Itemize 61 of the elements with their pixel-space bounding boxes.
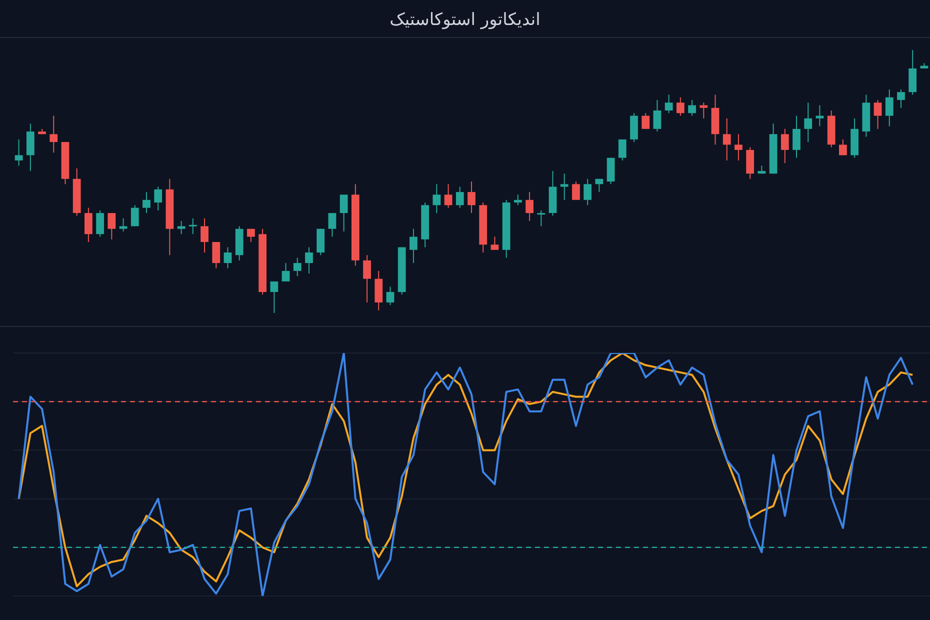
candlestick: [26, 123, 34, 172]
candlestick: [676, 96, 684, 116]
candlestick: [14, 138, 23, 166]
candlestick: [734, 134, 742, 161]
candlestick: [456, 186, 464, 208]
candlestick: [200, 218, 208, 254]
candlestick: [653, 99, 662, 132]
candlestick: [746, 146, 754, 180]
candlestick: [188, 218, 197, 235]
candlestick: [874, 99, 882, 130]
candlestick: [108, 212, 116, 240]
candlestick: [606, 157, 615, 185]
candlestick: [142, 192, 150, 214]
candlestick: [282, 262, 290, 282]
candlestick: [804, 102, 812, 143]
candlestick: [96, 210, 104, 238]
candlestick: [897, 88, 905, 108]
candlestick: [247, 228, 255, 242]
candlestick: [816, 104, 824, 127]
candlestick: [595, 178, 604, 193]
candlestick: [50, 115, 58, 154]
candlestick: [780, 128, 789, 164]
candlestick: [224, 246, 232, 269]
candlestick: [526, 192, 534, 222]
candlestick: [374, 270, 383, 311]
candlestick: [560, 173, 568, 200]
candlestick: [363, 254, 371, 303]
candlestick: [885, 88, 894, 127]
candlestick: [177, 220, 186, 235]
candlestick: [154, 186, 162, 211]
candlestick: [490, 236, 499, 250]
candlestick: [386, 286, 394, 306]
candlestick: [537, 210, 546, 227]
candlestick: [664, 94, 673, 114]
candlestick: [305, 246, 313, 274]
candlestick: [410, 228, 418, 264]
candlestick: [328, 212, 336, 238]
candlestick: [618, 138, 626, 161]
candlestick: [642, 112, 650, 130]
candlestick: [700, 102, 708, 119]
candlestick: [130, 204, 139, 227]
candlestick: [444, 184, 452, 208]
candlestick: [908, 50, 917, 96]
candlestick: [722, 118, 731, 161]
candlestick: [119, 218, 128, 232]
candlestick: [212, 241, 220, 269]
chart-title: اندیکاتور استوکاستیک: [388, 9, 542, 32]
candlestick: [84, 207, 92, 242]
candlestick: [316, 228, 325, 256]
candlestick: [584, 178, 592, 206]
candlestick: [432, 184, 441, 214]
candlestick: [630, 112, 638, 143]
candlestick: [468, 181, 476, 214]
candlestick: [293, 257, 302, 277]
candlestick: [838, 138, 847, 156]
candlestick: [792, 115, 800, 158]
candlestick: [572, 181, 580, 200]
candlestick: [688, 99, 696, 116]
candlestick: [270, 280, 278, 314]
candlestick: [514, 194, 522, 206]
candlestick: [340, 194, 348, 232]
